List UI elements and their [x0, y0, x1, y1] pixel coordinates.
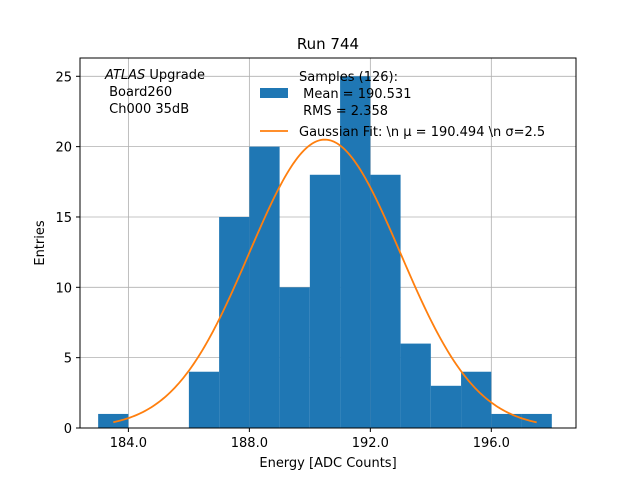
- x-tick-label: 188.0: [231, 436, 268, 451]
- histogram-bar: [340, 76, 371, 428]
- legend-bar-label: RMS = 2.358: [299, 104, 388, 119]
- plot-frame: [79, 57, 577, 429]
- y-axis-label: Entries: [33, 220, 48, 266]
- histogram-bar: [249, 146, 280, 429]
- gaussian-fit-line: [113, 138, 537, 424]
- legend-bar-swatch: [260, 88, 288, 98]
- x-axis-ticks: 184.0 188.0 192.0 196.0: [110, 428, 510, 451]
- histogram-bar: [491, 413, 522, 428]
- histogram-bar: [370, 174, 401, 428]
- histogram-bar: [430, 385, 462, 428]
- histogram-bar: [188, 371, 220, 428]
- histogram-bar: [279, 287, 310, 428]
- y-axis-ticks: 0 5 10 15 20 25: [55, 70, 80, 437]
- annotation-line: ATLAS Upgrade: [104, 68, 205, 83]
- x-tick-label: 192.0: [352, 436, 389, 451]
- y-tick-label: 15: [55, 211, 72, 226]
- annotation-italic: ATLAS: [104, 68, 145, 83]
- histogram-bar: [400, 343, 431, 428]
- annotation-text: Upgrade: [145, 68, 205, 83]
- annotation-text: Ch000 35dB: [105, 102, 189, 117]
- legend-bar-label: Mean = 190.531: [299, 87, 411, 102]
- legend-fit-label: Gaussian Fit: \n μ = 190.494 \n σ=2.5: [299, 125, 545, 140]
- y-tick-label: 20: [55, 141, 72, 156]
- histogram-bar: [521, 413, 552, 428]
- annotation-line: Board260: [105, 85, 172, 100]
- y-tick-label: 5: [64, 352, 72, 367]
- histogram-bars: [98, 76, 552, 429]
- histogram-bar: [98, 413, 129, 428]
- annotation-text: Board260: [105, 85, 172, 100]
- x-tick-label: 196.0: [473, 436, 510, 451]
- legend-bar-label: Samples (126):: [299, 70, 398, 85]
- histogram-bar: [461, 371, 492, 428]
- chart-title: Run 744: [297, 35, 359, 53]
- x-tick-label: 184.0: [110, 436, 147, 451]
- x-axis-label: Energy [ADC Counts]: [259, 456, 396, 471]
- y-tick-label: 25: [55, 70, 72, 85]
- y-tick-label: 0: [64, 422, 72, 437]
- y-tick-label: 10: [55, 281, 72, 296]
- gaussian-fit-layer: [113, 138, 537, 424]
- legend: Samples (126): Mean = 190.531 RMS = 2.35…: [260, 70, 545, 140]
- atlas-annotation: ATLAS Upgrade Board260 Ch000 35dB: [104, 68, 205, 117]
- annotation-line: Ch000 35dB: [105, 102, 189, 117]
- histogram-bar: [219, 216, 250, 428]
- histogram-bar: [309, 174, 341, 428]
